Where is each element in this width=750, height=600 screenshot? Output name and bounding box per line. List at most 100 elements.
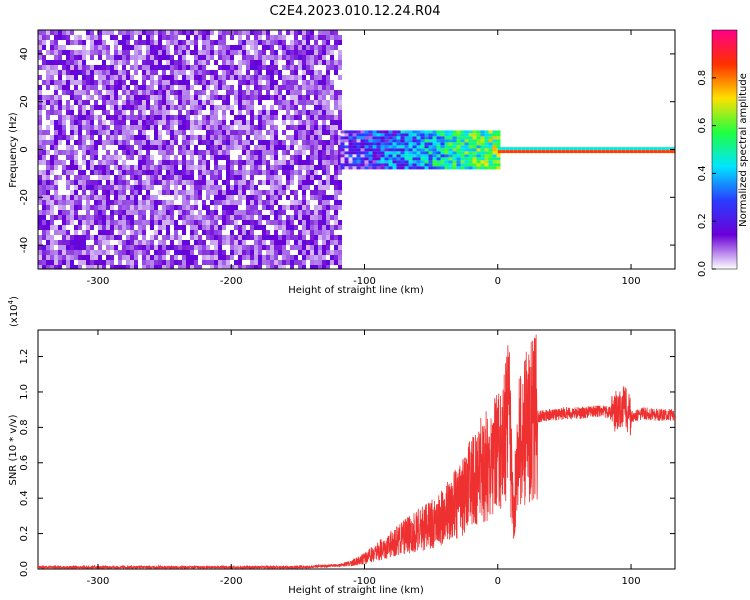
heatmap-cell xyxy=(166,265,170,269)
heatmap-cell xyxy=(158,130,162,135)
heatmap-cell xyxy=(242,250,246,255)
heatmap-cell xyxy=(262,215,266,220)
heatmap-cell xyxy=(270,245,274,250)
heatmap-cell xyxy=(202,50,206,55)
heatmap-cell xyxy=(122,245,126,250)
heatmap-cell xyxy=(82,50,86,55)
heatmap-cell xyxy=(274,55,278,60)
heatmap-cell xyxy=(38,55,42,60)
heatmap-cell xyxy=(314,215,318,220)
heatmap-cell xyxy=(182,210,186,215)
heatmap-cell xyxy=(66,250,70,255)
heatmap-cell xyxy=(150,50,154,55)
heatmap-cell xyxy=(42,30,46,35)
heatmap-cell xyxy=(310,45,314,50)
heatmap-cell xyxy=(130,155,134,160)
heatmap-cell xyxy=(344,136,349,140)
heatmap-cell xyxy=(230,125,234,130)
heatmap-cell xyxy=(154,140,158,145)
heatmap-cell xyxy=(122,55,126,60)
heatmap-cell xyxy=(174,130,178,135)
heatmap-cell xyxy=(436,166,441,170)
heatmap-cell xyxy=(238,35,242,40)
heatmap-cell xyxy=(198,185,202,190)
heatmap-cell xyxy=(388,142,393,146)
heatmap-cell xyxy=(186,195,190,200)
heatmap-cell xyxy=(282,145,286,150)
heatmap-cell xyxy=(372,166,377,170)
heatmap-cell xyxy=(565,147,570,151)
heatmap-cell xyxy=(270,180,274,185)
heatmap-cell xyxy=(178,95,182,100)
heatmap-cell xyxy=(214,130,218,135)
heatmap-cell xyxy=(190,50,194,55)
heatmap-cell xyxy=(330,180,334,185)
heatmap-cell xyxy=(278,45,282,50)
heatmap-cell xyxy=(242,75,246,80)
heatmap-cell xyxy=(70,55,74,60)
heatmap-cell xyxy=(282,120,286,125)
heatmap-cell xyxy=(38,175,42,180)
heatmap-cell xyxy=(541,147,546,151)
heatmap-cell xyxy=(126,155,130,160)
heatmap-cell xyxy=(102,250,106,255)
heatmap-cell xyxy=(62,255,66,260)
heatmap-cell xyxy=(218,260,222,265)
heatmap-cell xyxy=(372,163,377,167)
heatmap-cell xyxy=(326,260,330,265)
heatmap-cell xyxy=(130,195,134,200)
heatmap-cell xyxy=(230,220,234,225)
heatmap-cell xyxy=(230,55,234,60)
heatmap-cell xyxy=(352,157,357,161)
heatmap-cell xyxy=(154,65,158,70)
heatmap-cell xyxy=(262,75,266,80)
heatmap-cell xyxy=(58,120,62,125)
heatmap-cell xyxy=(448,145,453,149)
heatmap-cell xyxy=(142,70,146,75)
heatmap-cell xyxy=(174,155,178,160)
heatmap-cell xyxy=(194,230,198,235)
heatmap-cell xyxy=(226,175,230,180)
heatmap-cell xyxy=(464,139,469,143)
heatmap-cell xyxy=(218,175,222,180)
heatmap-cell xyxy=(122,190,126,195)
heatmap-cell xyxy=(202,55,206,60)
heatmap-cell xyxy=(246,100,250,105)
heatmap-cell xyxy=(577,150,582,154)
heatmap-cell xyxy=(330,205,334,210)
heatmap-cell xyxy=(484,163,489,167)
heatmap-cell xyxy=(242,265,246,269)
heatmap-cell xyxy=(302,245,306,250)
heatmap-cell xyxy=(126,185,130,190)
heatmap-cell xyxy=(206,140,210,145)
heatmap-cell xyxy=(286,60,290,65)
heatmap-cell xyxy=(90,245,94,250)
heatmap-cell xyxy=(226,215,230,220)
heatmap-cell xyxy=(492,151,497,155)
heatmap-cell xyxy=(74,40,78,45)
heatmap-cell xyxy=(186,100,190,105)
heatmap-cell xyxy=(150,235,154,240)
heatmap-cell xyxy=(118,185,122,190)
heatmap-cell xyxy=(58,150,62,155)
heatmap-cell xyxy=(521,150,526,154)
heatmap-cell xyxy=(246,110,250,115)
heatmap-cell xyxy=(54,230,58,235)
heatmap-cell xyxy=(54,30,58,35)
heatmap-cell xyxy=(318,100,322,105)
heatmap-cell xyxy=(170,145,174,150)
heatmap-cell xyxy=(118,130,122,135)
heatmap-cell xyxy=(214,170,218,175)
heatmap-cell xyxy=(126,95,130,100)
heatmap-cell xyxy=(134,65,138,70)
heatmap-cell xyxy=(242,100,246,105)
heatmap-cell xyxy=(134,165,138,170)
y-tick-label: 1.0 xyxy=(19,384,30,400)
heatmap-cell xyxy=(286,250,290,255)
heatmap-cell xyxy=(222,105,226,110)
heatmap-cell xyxy=(130,205,134,210)
heatmap-cell xyxy=(214,215,218,220)
heatmap-cell xyxy=(360,133,365,137)
heatmap-cell xyxy=(338,100,342,105)
heatmap-cell xyxy=(66,150,70,155)
